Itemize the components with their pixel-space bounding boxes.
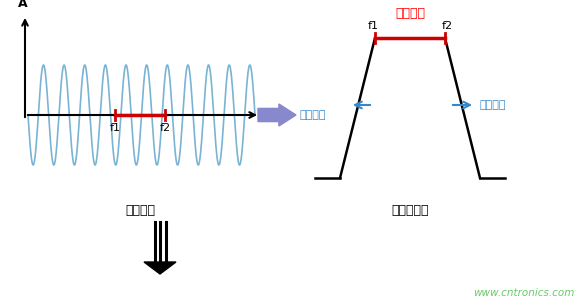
Text: f1: f1: [367, 21, 378, 31]
Text: 原始信号: 原始信号: [125, 203, 155, 217]
Text: f2: f2: [159, 123, 171, 133]
Text: f1: f1: [110, 123, 121, 133]
Text: www.cntronics.com: www.cntronics.com: [473, 288, 575, 298]
Text: 工作频段: 工作频段: [395, 7, 425, 20]
Text: 滤波器响应: 滤波器响应: [391, 203, 429, 217]
Text: f2: f2: [441, 21, 452, 31]
Text: F: F: [264, 110, 272, 122]
Text: 抑制频段: 抑制频段: [480, 100, 507, 110]
Polygon shape: [144, 262, 176, 274]
FancyArrow shape: [258, 104, 296, 126]
Text: 抑制频段: 抑制频段: [299, 110, 325, 120]
Text: A: A: [18, 0, 28, 10]
